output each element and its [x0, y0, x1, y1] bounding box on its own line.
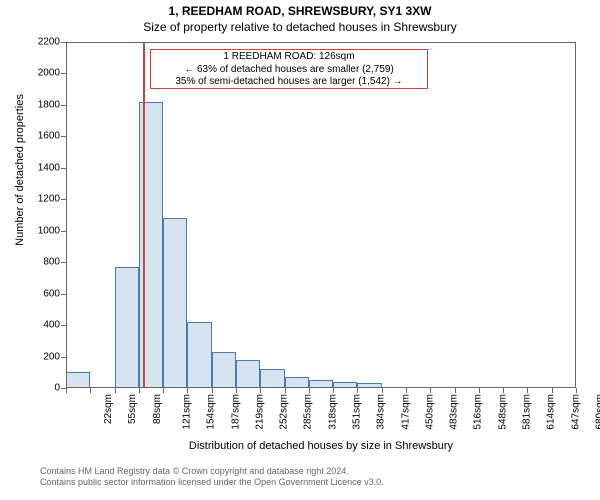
histogram-bar	[260, 369, 284, 388]
x-tick-label: 516sqm	[473, 394, 484, 430]
x-tick-label: 614sqm	[546, 394, 557, 430]
annotation-line: ← 63% of detached houses are smaller (2,…	[153, 64, 425, 77]
x-tick-label: 318sqm	[327, 394, 338, 430]
annotation-line: 35% of semi-detached houses are larger (…	[153, 76, 425, 89]
x-tick-label: 680sqm	[594, 394, 600, 430]
x-tick-label: 187sqm	[230, 394, 241, 430]
x-axis-label: Distribution of detached houses by size …	[66, 440, 576, 452]
histogram-bar	[115, 267, 139, 388]
histogram-bar	[357, 383, 381, 388]
x-tick-label: 581sqm	[522, 394, 533, 430]
histogram-bar	[309, 380, 333, 388]
x-tick-label: 252sqm	[279, 394, 290, 430]
footer-line: Contains public sector information licen…	[40, 477, 384, 488]
footer-line: Contains HM Land Registry data © Crown c…	[40, 466, 384, 477]
annotation-line: 1 REEDHAM ROAD: 126sqm	[153, 51, 425, 64]
footer-attribution: Contains HM Land Registry data © Crown c…	[40, 466, 384, 489]
chart-title-line2: Size of property relative to detached ho…	[0, 20, 600, 34]
x-tick-label: 22sqm	[103, 394, 114, 424]
x-tick-label: 647sqm	[570, 394, 581, 430]
reference-line	[143, 42, 145, 388]
x-tick-label: 351sqm	[352, 394, 363, 430]
x-tick-label: 55sqm	[127, 394, 138, 424]
y-axis-label: Number of detached properties	[14, 40, 26, 300]
histogram-bar	[212, 352, 236, 388]
x-tick-label: 384sqm	[376, 394, 387, 430]
x-tick-label: 548sqm	[497, 394, 508, 430]
x-tick-label: 121sqm	[182, 394, 193, 430]
histogram-bar	[187, 322, 211, 388]
x-tick-label: 154sqm	[206, 394, 217, 430]
histogram-bar	[163, 218, 187, 388]
x-tick-label: 483sqm	[449, 394, 460, 430]
plot-area: 1 REEDHAM ROAD: 126sqm← 63% of detached …	[66, 42, 576, 388]
annotation-box: 1 REEDHAM ROAD: 126sqm← 63% of detached …	[150, 49, 428, 89]
histogram-bar	[66, 372, 90, 388]
x-tick-label: 450sqm	[424, 394, 435, 430]
x-tick-label: 417sqm	[400, 394, 411, 430]
histogram-bar	[285, 377, 309, 388]
histogram-bar	[333, 382, 357, 388]
x-tick-label: 219sqm	[254, 394, 265, 430]
chart-title-line1: 1, REEDHAM ROAD, SHREWSBURY, SY1 3XW	[0, 4, 600, 18]
chart-container: { "title_line1": "1, REEDHAM ROAD, SHREW…	[0, 0, 600, 500]
histogram-bar	[236, 360, 260, 388]
x-tick-label: 285sqm	[303, 394, 314, 430]
x-tick-label: 88sqm	[152, 394, 163, 424]
